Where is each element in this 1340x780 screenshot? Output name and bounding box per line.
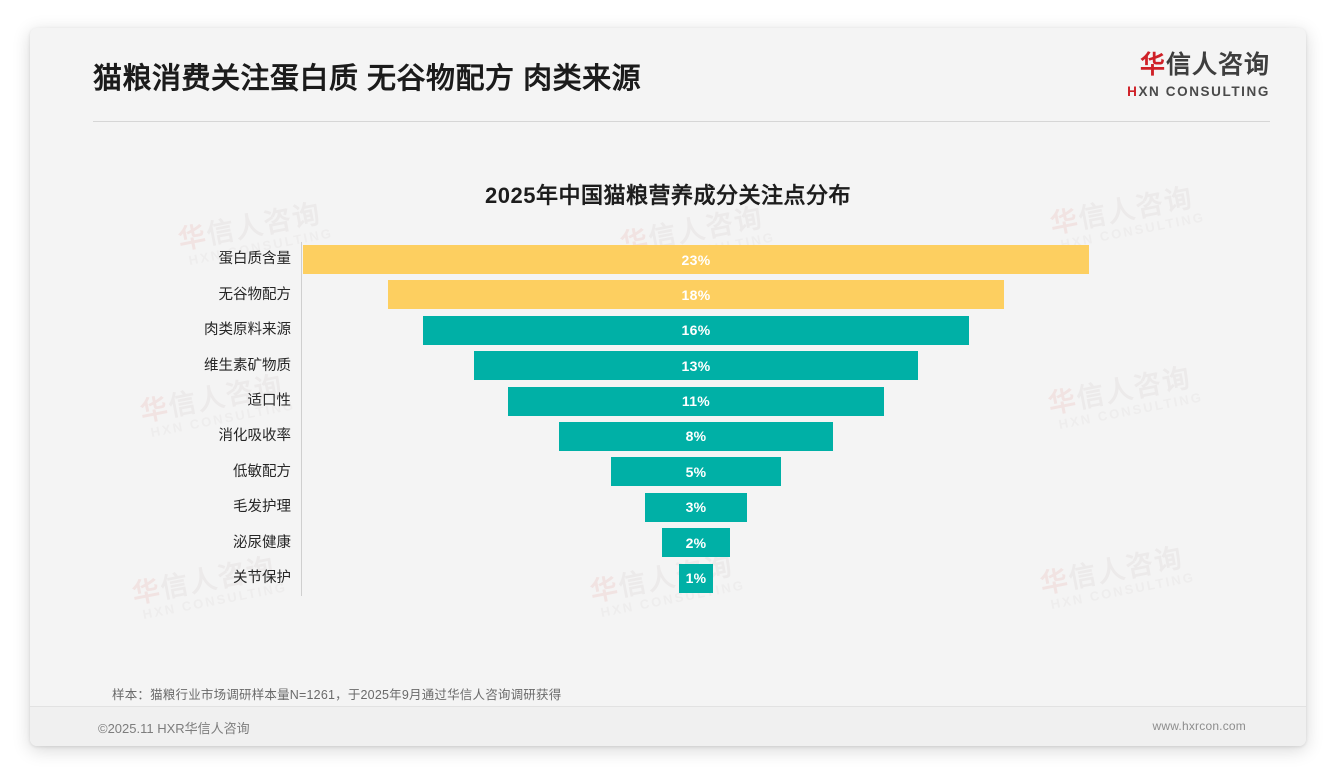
- category-label: 毛发护理: [233, 499, 291, 516]
- company-logo: 华信人咨询 HXN CONSULTING: [1127, 53, 1270, 99]
- footer-bar: [30, 707, 1306, 746]
- footer-divider: [30, 706, 1306, 707]
- category-label: 维生素矿物质: [204, 357, 291, 374]
- chart-container: 2025年中国猫粮营养成分关注点分布 蛋白质含量 23% 无谷物配方 18% 肉类原料来…: [30, 148, 1306, 596]
- bar-track: 23%: [302, 242, 1306, 277]
- category-label: 泌尿健康: [233, 534, 291, 551]
- bar-track: 18%: [302, 277, 1306, 312]
- bar-value-label: 18%: [681, 286, 711, 303]
- funnel-row: 低敏配方 5%: [30, 454, 1306, 489]
- funnel-row: 消化吸收率 8%: [30, 419, 1306, 454]
- funnel-row: 关节保护 1%: [30, 561, 1306, 596]
- bar-track: 3%: [302, 490, 1306, 525]
- category-label: 关节保护: [233, 569, 291, 586]
- logo-en-red: H: [1127, 84, 1139, 99]
- funnel-bar[interactable]: 16%: [422, 315, 970, 345]
- category-label: 消化吸收率: [218, 428, 292, 445]
- page-title: 猫粮消费关注蛋白质 无谷物配方 肉类来源: [93, 63, 642, 95]
- funnel-bar[interactable]: 18%: [388, 280, 1004, 310]
- funnel-row: 泌尿健康 2%: [30, 525, 1306, 560]
- header-divider: [93, 121, 1270, 122]
- bar-track: 13%: [302, 348, 1306, 383]
- bar-value-label: 1%: [685, 570, 707, 587]
- funnel-chart: 蛋白质含量 23% 无谷物配方 18% 肉类原料来源 16% 维生素矿物质 13% 适口性 11%…: [30, 242, 1306, 596]
- bar-value-label: 23%: [681, 251, 711, 268]
- bar-value-label: 2%: [685, 534, 707, 551]
- bar-track: 11%: [302, 384, 1306, 419]
- funnel-bar[interactable]: 11%: [508, 386, 884, 416]
- website-link[interactable]: www.hxrcon.com: [1152, 719, 1246, 733]
- category-label: 低敏配方: [233, 463, 291, 480]
- slide-header: 猫粮消费关注蛋白质 无谷物配方 肉类来源 华信人咨询 HXN CONSULTIN…: [30, 28, 1306, 122]
- source-note: 样本：猫粮行业市场调研样本量N=1261，于2025年9月通过华信人咨询调研获得: [112, 688, 562, 702]
- bar-value-label: 3%: [685, 499, 707, 516]
- funnel-row: 肉类原料来源 16%: [30, 313, 1306, 348]
- funnel-row: 无谷物配方 18%: [30, 277, 1306, 312]
- funnel-bar[interactable]: 5%: [610, 457, 782, 487]
- logo-cn-red: 华: [1139, 51, 1166, 79]
- bar-track: 8%: [302, 419, 1306, 454]
- funnel-bar[interactable]: 23%: [303, 245, 1089, 274]
- funnel-bar[interactable]: 13%: [473, 351, 919, 381]
- bar-value-label: 8%: [685, 428, 707, 445]
- category-label: 肉类原料来源: [204, 322, 291, 339]
- category-label: 无谷物配方: [218, 286, 292, 303]
- funnel-bar[interactable]: 8%: [559, 421, 833, 451]
- category-axis-line: [301, 242, 302, 596]
- bar-value-label: 13%: [681, 357, 711, 374]
- logo-en-rest: XN CONSULTING: [1138, 84, 1270, 99]
- bar-value-label: 11%: [681, 393, 711, 410]
- bar-value-label: 5%: [685, 463, 707, 480]
- logo-cn-rest: 信人咨询: [1165, 51, 1270, 79]
- funnel-row: 毛发护理 3%: [30, 490, 1306, 525]
- chart-title: 2025年中国猫粮营养成分关注点分布: [485, 183, 851, 208]
- bar-value-label: 16%: [681, 322, 711, 339]
- bar-track: 1%: [302, 561, 1306, 596]
- bar-track: 16%: [302, 313, 1306, 348]
- bar-track: 5%: [302, 454, 1306, 489]
- slide-canvas: 华信人咨询 HXN CONSULTING 华信人咨询 HXN CONSULTIN…: [30, 28, 1306, 746]
- funnel-row: 维生素矿物质 13%: [30, 348, 1306, 383]
- category-label: 适口性: [247, 393, 292, 409]
- funnel-row: 蛋白质含量 23%: [30, 242, 1306, 277]
- copyright-text: ©2025.11 HXR华信人咨询: [98, 721, 250, 736]
- funnel-bar[interactable]: 1%: [678, 563, 714, 593]
- funnel-bar[interactable]: 3%: [644, 492, 748, 522]
- bar-track: 2%: [302, 525, 1306, 560]
- funnel-row: 适口性 11%: [30, 384, 1306, 419]
- category-label: 蛋白质含量: [218, 251, 292, 268]
- funnel-bar[interactable]: 2%: [661, 528, 731, 558]
